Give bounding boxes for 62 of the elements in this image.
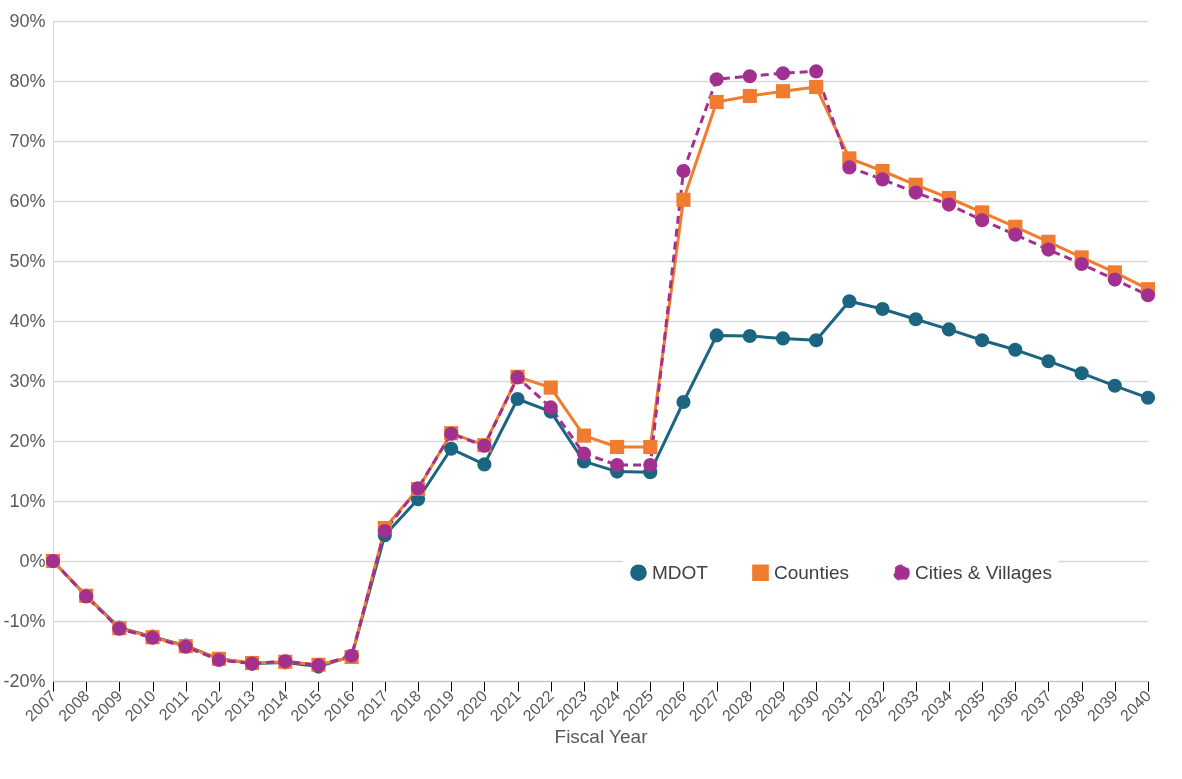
point [775,66,791,81]
point [742,88,757,104]
y-tick-label: 70% [9,130,46,151]
y-tick-label: -10% [3,610,46,631]
point [676,394,691,410]
point [543,400,558,415]
point [1041,354,1056,369]
point [510,391,525,407]
y-tick-label: -20% [3,670,46,691]
point [643,457,658,473]
point [610,439,625,455]
point [975,213,990,228]
point [576,446,591,461]
point [709,72,724,87]
point [709,94,724,110]
y-tick-label: 0% [19,550,46,571]
y-tick-label: 60% [9,190,46,211]
point [809,333,824,348]
legend-label: Counties [774,561,849,583]
point [809,64,824,79]
point [1008,227,1023,242]
point [709,328,724,343]
y-tick-label: 50% [9,250,46,271]
y-tick-label: 40% [9,310,46,331]
point [610,457,625,473]
point [908,185,923,200]
y-tick-label: 80% [9,70,46,91]
point [875,172,890,187]
legend-label: MDOT [652,561,709,583]
y-tick-label: 10% [9,490,46,511]
point [975,333,990,348]
point [875,301,890,317]
point [1107,272,1122,287]
point [1140,288,1156,303]
point [742,69,757,84]
point [543,380,558,395]
point [1140,390,1156,405]
point [742,328,757,344]
point [775,331,791,346]
point [676,163,691,179]
legend-label: Cities & Villages [915,561,1052,583]
point [444,441,459,456]
point [477,457,492,472]
y-tick-label: 30% [9,370,46,391]
point [941,322,956,337]
point [1041,242,1056,257]
point [908,312,923,327]
point [809,79,824,95]
point [842,160,857,175]
point [775,84,791,99]
point [1074,256,1089,272]
point [1074,366,1089,381]
point [1008,342,1023,357]
point [576,428,591,443]
x-axis-title: Fiscal Year [554,726,649,748]
point [643,439,658,455]
point [941,197,956,212]
y-tick-label: 90% [9,10,46,31]
point [676,192,691,207]
y-tick-label: 20% [9,430,46,451]
point [842,294,857,309]
point [1107,378,1122,393]
